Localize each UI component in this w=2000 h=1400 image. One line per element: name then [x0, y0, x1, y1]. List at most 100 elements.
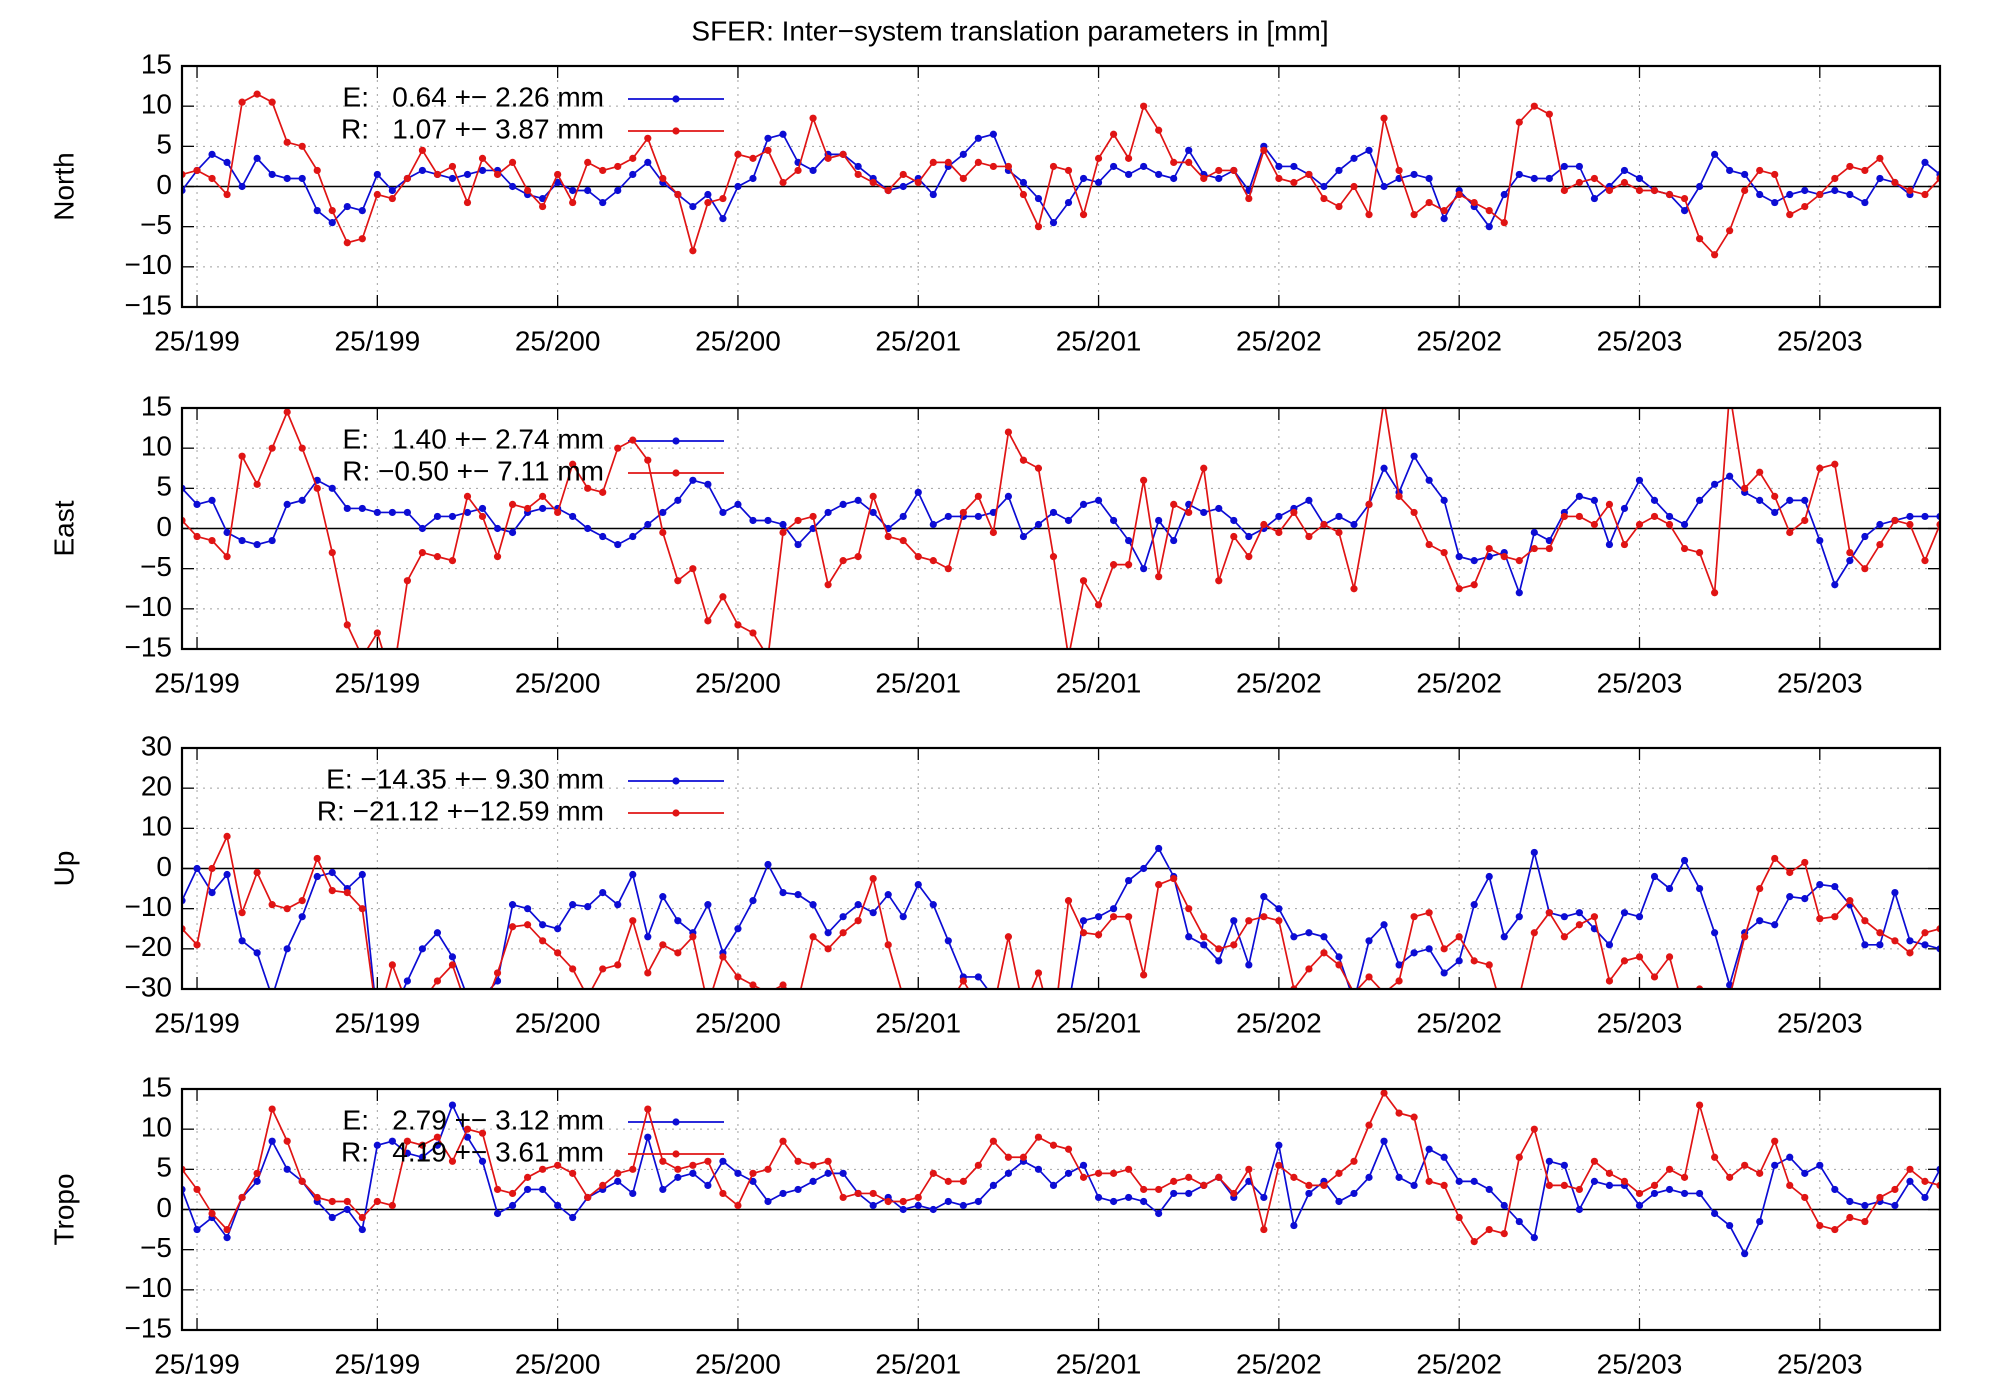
data-point — [629, 1165, 637, 1173]
data-point — [1245, 532, 1253, 541]
data-point — [779, 1189, 787, 1198]
data-point — [1771, 492, 1779, 500]
data-point — [1440, 969, 1448, 977]
data-point — [193, 941, 201, 949]
data-point — [929, 901, 937, 909]
x-tick-label: 25/201 — [875, 1348, 961, 1379]
data-point — [869, 909, 877, 917]
data-point — [313, 1193, 321, 1202]
y-tick-label: 0 — [156, 1192, 172, 1223]
data-point — [779, 130, 787, 138]
data-point — [1695, 884, 1704, 893]
series — [182, 452, 1940, 597]
data-point — [1350, 1157, 1358, 1165]
y-tick-label: 5 — [156, 129, 172, 160]
data-point — [358, 1225, 366, 1234]
data-point — [674, 1165, 682, 1173]
data-point — [554, 1161, 562, 1169]
data-point — [313, 484, 321, 492]
data-point — [899, 1205, 907, 1214]
data-point — [478, 166, 487, 175]
y-tick-label: −5 — [140, 209, 172, 240]
data-point — [1665, 884, 1674, 893]
data-point — [1530, 528, 1538, 537]
data-point — [1155, 573, 1163, 581]
data-point — [674, 917, 682, 925]
data-point — [1305, 929, 1313, 937]
data-point — [1290, 178, 1298, 187]
data-point — [1575, 162, 1583, 171]
data-point — [1410, 452, 1418, 460]
data-point — [824, 1169, 832, 1177]
x-tick-label: 25/202 — [1236, 325, 1322, 356]
data-point — [1726, 1173, 1734, 1181]
data-point — [1365, 937, 1373, 945]
data-point — [1590, 174, 1599, 183]
data-point — [1395, 961, 1403, 969]
data-point — [719, 1157, 727, 1165]
data-point — [644, 456, 652, 464]
data-point — [1230, 917, 1238, 925]
data-point — [493, 1185, 502, 1194]
data-point — [1560, 512, 1568, 521]
data-point — [809, 512, 817, 521]
series-line — [182, 846, 1940, 989]
data-point — [448, 961, 457, 969]
data-point — [884, 532, 892, 541]
data-point — [719, 215, 727, 223]
data-point — [1245, 1165, 1253, 1173]
data-point — [764, 146, 772, 154]
data-point — [839, 1193, 847, 1202]
data-point — [1891, 1201, 1899, 1210]
data-point — [1575, 512, 1583, 521]
data-point — [1741, 1250, 1749, 1258]
x-tick-label: 25/199 — [335, 1007, 421, 1038]
data-point — [1515, 1153, 1523, 1161]
data-point — [1109, 905, 1118, 913]
data-point — [1305, 170, 1313, 179]
data-point — [358, 235, 366, 243]
data-point — [418, 945, 427, 953]
data-point — [313, 872, 321, 881]
data-point — [1230, 532, 1238, 541]
data-point — [659, 893, 667, 901]
data-point — [1079, 174, 1088, 183]
data-point — [268, 1137, 276, 1145]
data-point — [1786, 528, 1794, 537]
data-point — [1846, 1213, 1854, 1222]
x-tick-label: 25/202 — [1416, 667, 1502, 698]
data-point — [554, 949, 562, 957]
data-point — [1801, 1193, 1809, 1202]
data-point — [1004, 428, 1013, 436]
data-point — [448, 557, 457, 565]
data-point — [1831, 174, 1839, 183]
legend-marker — [672, 127, 680, 135]
data-point — [1275, 1141, 1283, 1149]
data-point — [1771, 1137, 1779, 1145]
data-point — [328, 886, 336, 895]
data-point — [989, 130, 997, 138]
data-point — [298, 913, 306, 921]
series — [182, 90, 1940, 259]
data-point — [989, 508, 997, 517]
data-point — [599, 889, 607, 897]
data-point — [1756, 190, 1764, 199]
data-point — [1125, 913, 1133, 921]
data-point — [328, 549, 336, 557]
data-point — [1350, 1189, 1358, 1198]
data-point — [493, 524, 502, 533]
data-point — [614, 444, 622, 452]
data-point — [854, 553, 862, 561]
data-point — [1320, 520, 1328, 529]
data-point — [884, 941, 892, 949]
data-point — [1485, 1225, 1493, 1234]
data-point — [719, 508, 727, 517]
data-point — [1665, 1165, 1674, 1173]
data-point — [1665, 190, 1674, 199]
data-point — [298, 1177, 306, 1185]
data-point — [779, 981, 787, 989]
data-point — [1470, 1177, 1478, 1185]
data-point — [1891, 1185, 1899, 1194]
data-point — [749, 1169, 757, 1177]
data-point — [1380, 1089, 1388, 1097]
